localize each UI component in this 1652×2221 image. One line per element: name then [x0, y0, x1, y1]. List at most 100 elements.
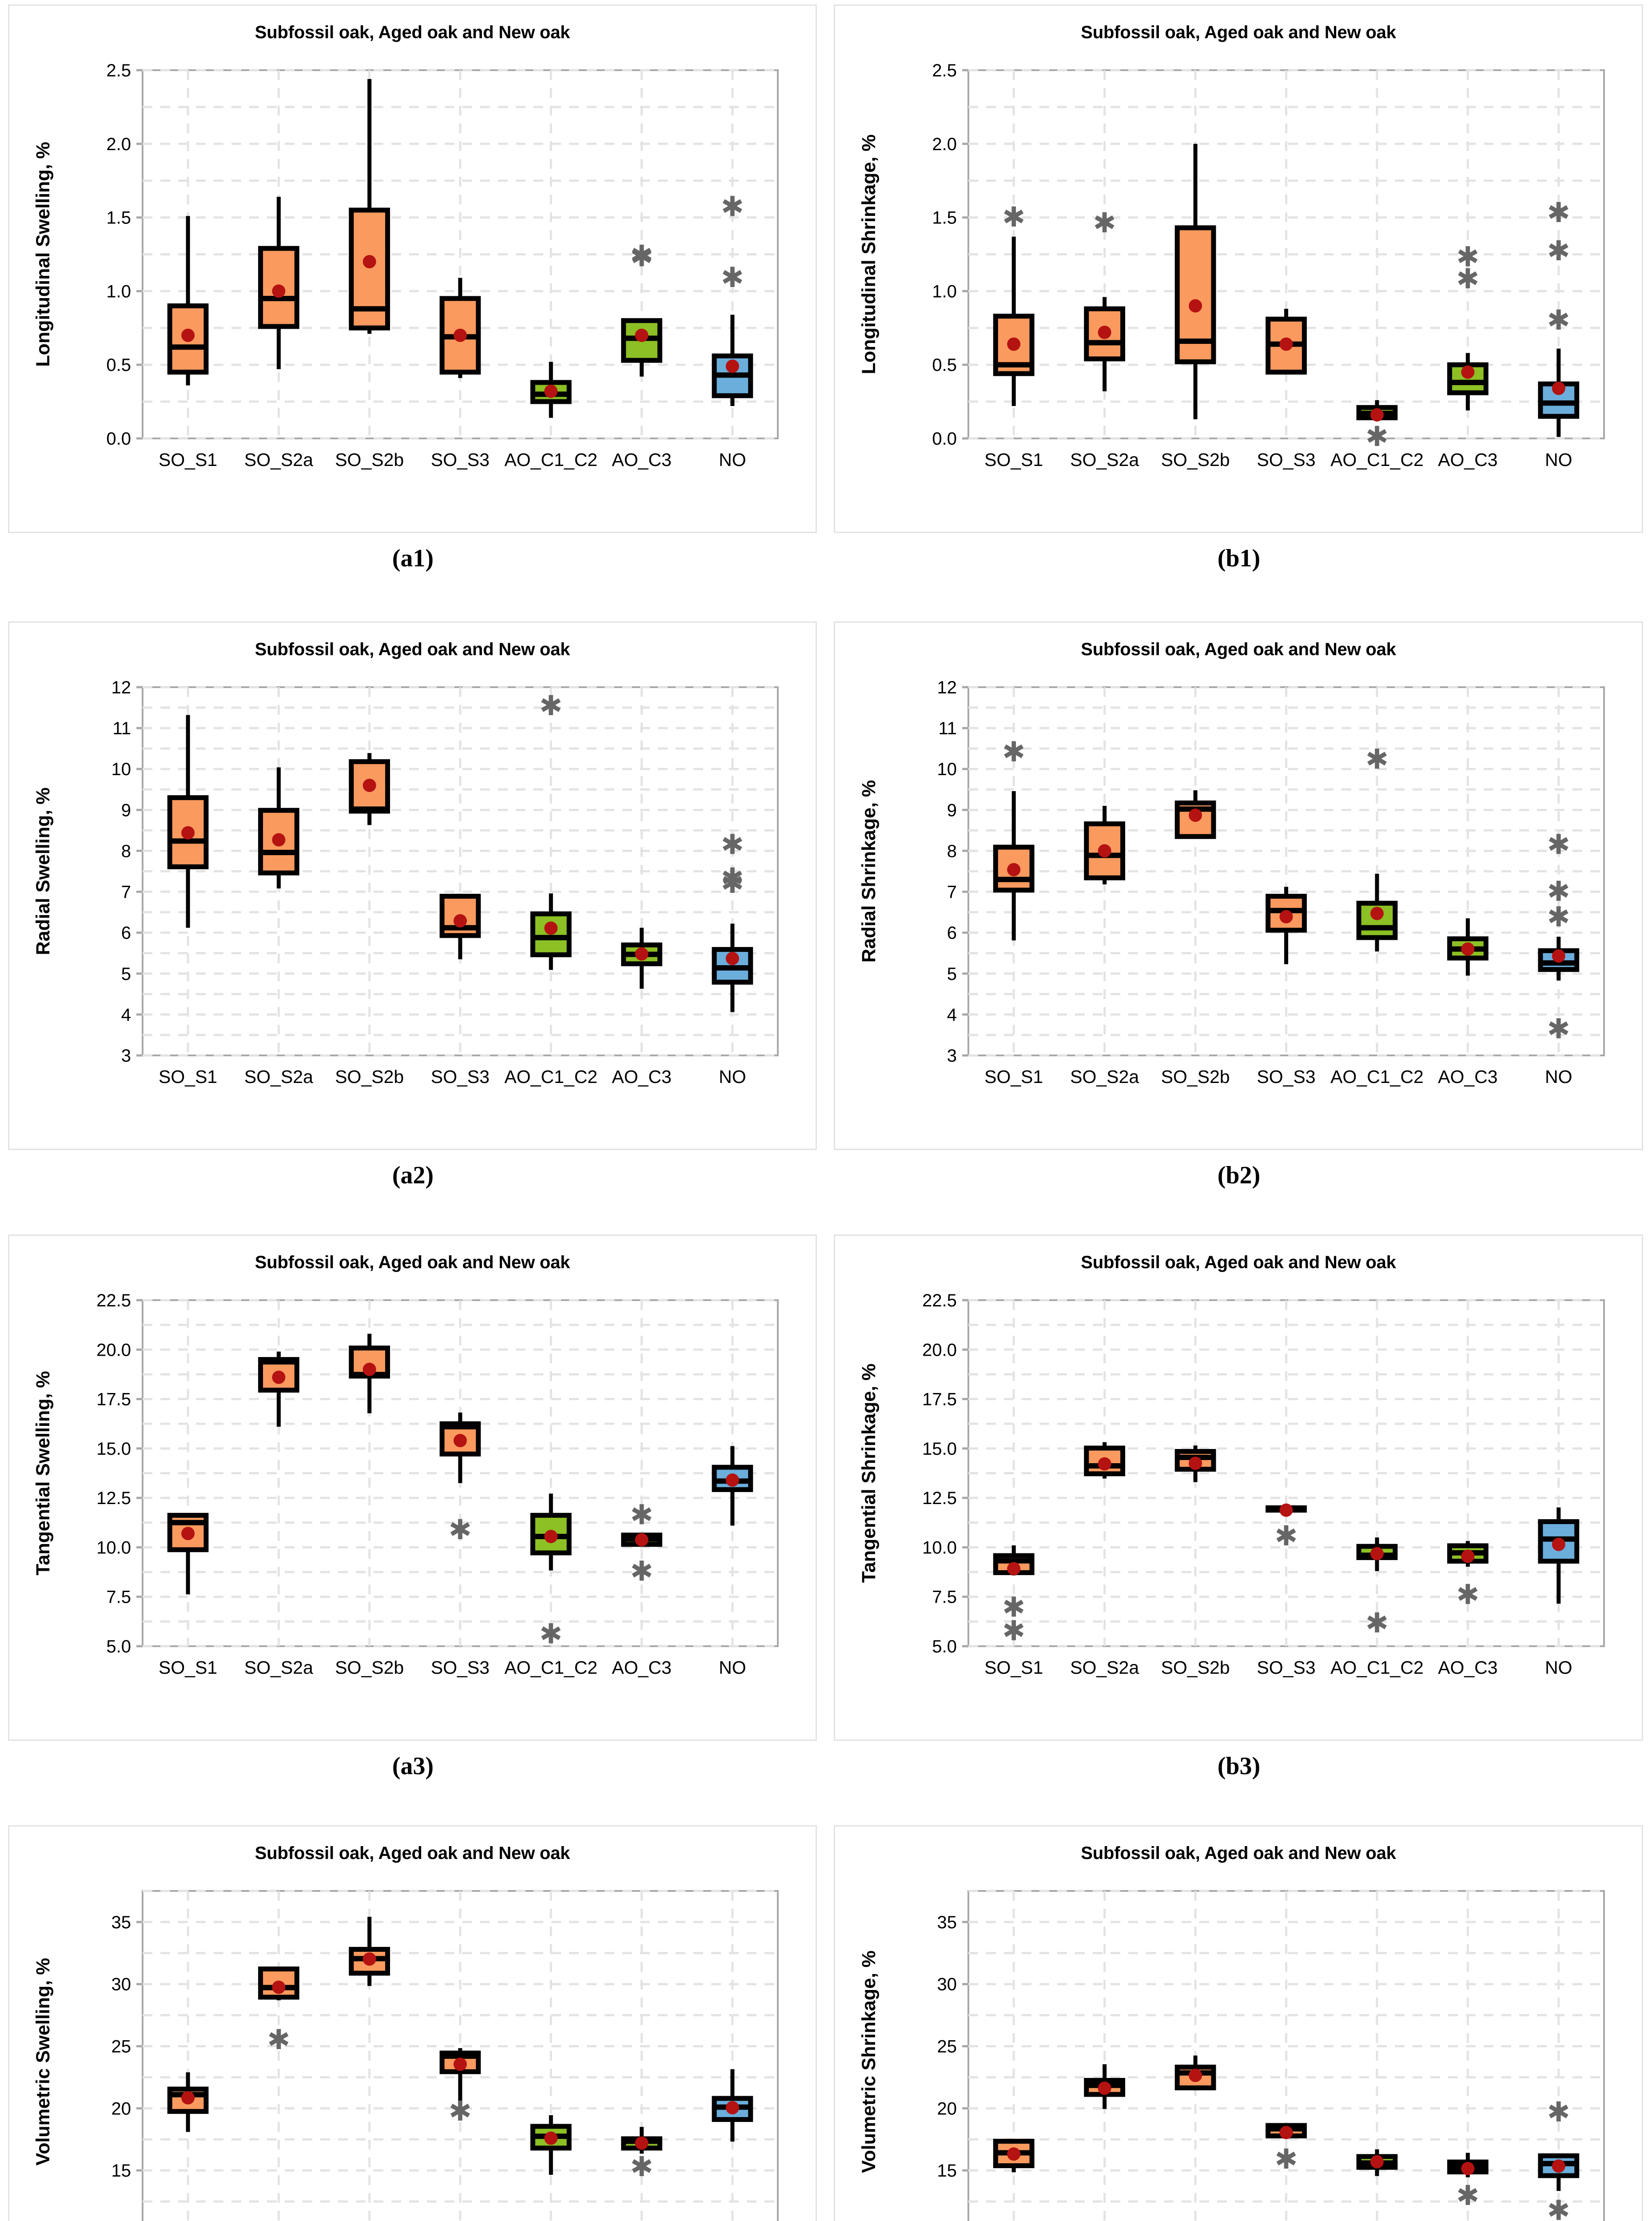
- mean-marker: [1189, 2069, 1202, 2082]
- panel-b1-frame: Subfossil oak, Aged oak and New oak 0.0 0…: [834, 4, 1643, 533]
- mean-marker: [1279, 1503, 1293, 1517]
- panel-a2-frame: Subfossil oak, Aged oak and New oak 3 4 5 6…: [8, 621, 817, 1150]
- outlier-marker: ✱: [1547, 1014, 1570, 1045]
- box-rect: [993, 844, 1035, 893]
- y-tick-label: 11: [938, 719, 957, 738]
- mean-marker: [544, 1529, 558, 1543]
- box-AO_C1_C2: [530, 2115, 572, 2175]
- outlier-marker: ✱: [1002, 202, 1025, 233]
- y-axis-label: Longitudinal Swelling, %: [32, 142, 54, 366]
- panel-a4-plot: 101520253035Volumetric Swelling, %SO_S1✱…: [9, 1873, 816, 2221]
- y-tick-label: 3: [121, 1046, 131, 1066]
- panel-b3-frame: Subfossil oak, Aged oak and New oak 5.0 7…: [834, 1234, 1643, 1741]
- box-AO_C3: ✱: [621, 2127, 662, 2182]
- panel-b1-caption: (b1): [1217, 545, 1261, 572]
- outlier-marker: ✱: [1547, 236, 1570, 267]
- outlier-marker: ✱: [721, 263, 744, 293]
- y-tick-label: 30: [937, 1975, 957, 1994]
- x-tick-label-SO_S2a: SO_S2a: [1070, 1657, 1139, 1678]
- mean-marker: [1098, 844, 1111, 858]
- y-axis-label: Volumetric Shrinkage, %: [858, 1950, 880, 2173]
- mean-marker: [544, 2131, 558, 2145]
- outlier-marker: ✱: [1275, 2144, 1298, 2175]
- panel-a3-title: Subfossil oak, Aged oak and New oak: [255, 1253, 570, 1272]
- mean-marker: [1007, 337, 1021, 351]
- y-tick-label: 8: [121, 841, 131, 861]
- mean-marker: [1552, 2159, 1565, 2173]
- mean-marker: [1461, 942, 1475, 956]
- y-tick-label: 22.5: [96, 1291, 131, 1310]
- box-AO_C3: ✱: [1447, 1541, 1489, 1610]
- y-tick-label: 5: [121, 964, 131, 984]
- x-tick-label-AO_C3: AO_C3: [1438, 1067, 1497, 1087]
- box-AO_C3: [1447, 918, 1489, 976]
- box-SO_S2b: [349, 1917, 390, 1986]
- y-tick-label: 6: [121, 923, 131, 943]
- y-tick-label: 9: [947, 800, 957, 820]
- box-AO_C1_C2: [1356, 2149, 1398, 2176]
- y-tick-label: 1.5: [106, 208, 131, 228]
- box-SO_S3: ✱: [439, 1412, 481, 1545]
- outlier-marker: ✱: [1275, 1521, 1298, 1552]
- box-SO_S2a: [258, 1351, 299, 1427]
- box-SO_S2a: [1084, 806, 1126, 884]
- outlier-marker: ✱: [1365, 744, 1389, 775]
- x-tick-label-AO_C1_C2: AO_C1_C2: [1330, 450, 1424, 470]
- panel-a4-title: Subfossil oak, Aged oak and New oak: [255, 1843, 570, 1863]
- box-AO_C3: ✱: [1447, 2153, 1489, 2211]
- y-tick-label: 35: [937, 1913, 957, 1932]
- y-tick-label: 2.5: [106, 61, 131, 80]
- panel-b2-caption: (b2): [1217, 1162, 1261, 1189]
- box-SO_S2b: [1174, 1445, 1216, 1482]
- outlier-marker: ✱: [1002, 1616, 1025, 1647]
- x-tick-label-SO_S3: SO_S3: [1257, 1657, 1315, 1678]
- box-SO_S3: ✱: [1266, 2123, 1307, 2175]
- x-tick-label-SO_S3: SO_S3: [431, 1067, 490, 1087]
- outlier-marker: ✱: [1002, 737, 1025, 768]
- x-tick-label-NO: NO: [719, 1657, 746, 1678]
- box-SO_S1: ✱: [993, 202, 1035, 406]
- y-axis-label: Longitudinal Shrinkage, %: [858, 135, 880, 374]
- x-tick-label-NO: NO: [1545, 1657, 1572, 1678]
- mean-marker: [181, 826, 195, 840]
- y-tick-label: 0.0: [932, 429, 957, 449]
- panel-b3-plot: 5.0 7.5 10.0 12.5 15.0 17.5 20.0 22.5 Tangential…: [835, 1282, 1642, 1713]
- y-tick-label: 15.0: [922, 1439, 957, 1459]
- panel-a3: Subfossil oak, Aged oak and New oak 5.0 7…: [0, 1230, 826, 1821]
- box-SO_S1: [167, 216, 209, 386]
- boxplot-b1: 0.0 0.5 1.0 1.5 2.0 2.5 Longitudinal Shrinkage…: [858, 61, 1605, 470]
- mean-marker: [1552, 1537, 1565, 1551]
- y-tick-label: 25: [937, 2037, 957, 2057]
- panel-b2: Subfossil oak, Aged oak and New oak 3 4 5 6…: [826, 617, 1652, 1230]
- outlier-marker: ✱: [630, 2152, 653, 2182]
- panel-b3-caption: (b3): [1217, 1752, 1261, 1780]
- panel-a1: Subfossil oak, Aged oak and New oak 0.0 0…: [0, 0, 826, 617]
- y-tick-label: 9: [121, 800, 131, 820]
- mean-marker: [454, 2058, 467, 2071]
- box-SO_S1: [167, 1513, 209, 1595]
- panel-b3-title: Subfossil oak, Aged oak and New oak: [1081, 1253, 1396, 1272]
- y-tick-label: 22.5: [922, 1291, 957, 1310]
- x-tick-label-SO_S3: SO_S3: [1257, 450, 1315, 470]
- x-tick-label-NO: NO: [719, 450, 746, 470]
- mean-marker: [1552, 949, 1565, 963]
- y-tick-label: 10.0: [922, 1538, 957, 1557]
- y-tick-label: 12: [111, 678, 131, 697]
- box-AO_C1_C2: ✱: [1356, 400, 1398, 452]
- y-tick-label: 11: [112, 719, 131, 738]
- mean-marker: [1552, 382, 1565, 395]
- box-NO: ✱✱✱✱: [1538, 829, 1580, 1045]
- mean-marker: [1370, 1547, 1384, 1560]
- mean-marker: [635, 947, 649, 961]
- x-tick-label-SO_S2b: SO_S2b: [335, 1067, 404, 1087]
- x-tick-label-SO_S1: SO_S1: [159, 450, 217, 470]
- mean-marker: [362, 255, 376, 269]
- box-NO: [712, 1446, 753, 1526]
- mean-marker: [544, 384, 558, 398]
- box-AO_C3: ✱✱: [1447, 242, 1489, 410]
- outlier-marker: ✱: [539, 1619, 562, 1649]
- mean-marker: [272, 1980, 286, 1994]
- mean-marker: [1189, 808, 1202, 822]
- y-tick-label: 4: [947, 1005, 957, 1025]
